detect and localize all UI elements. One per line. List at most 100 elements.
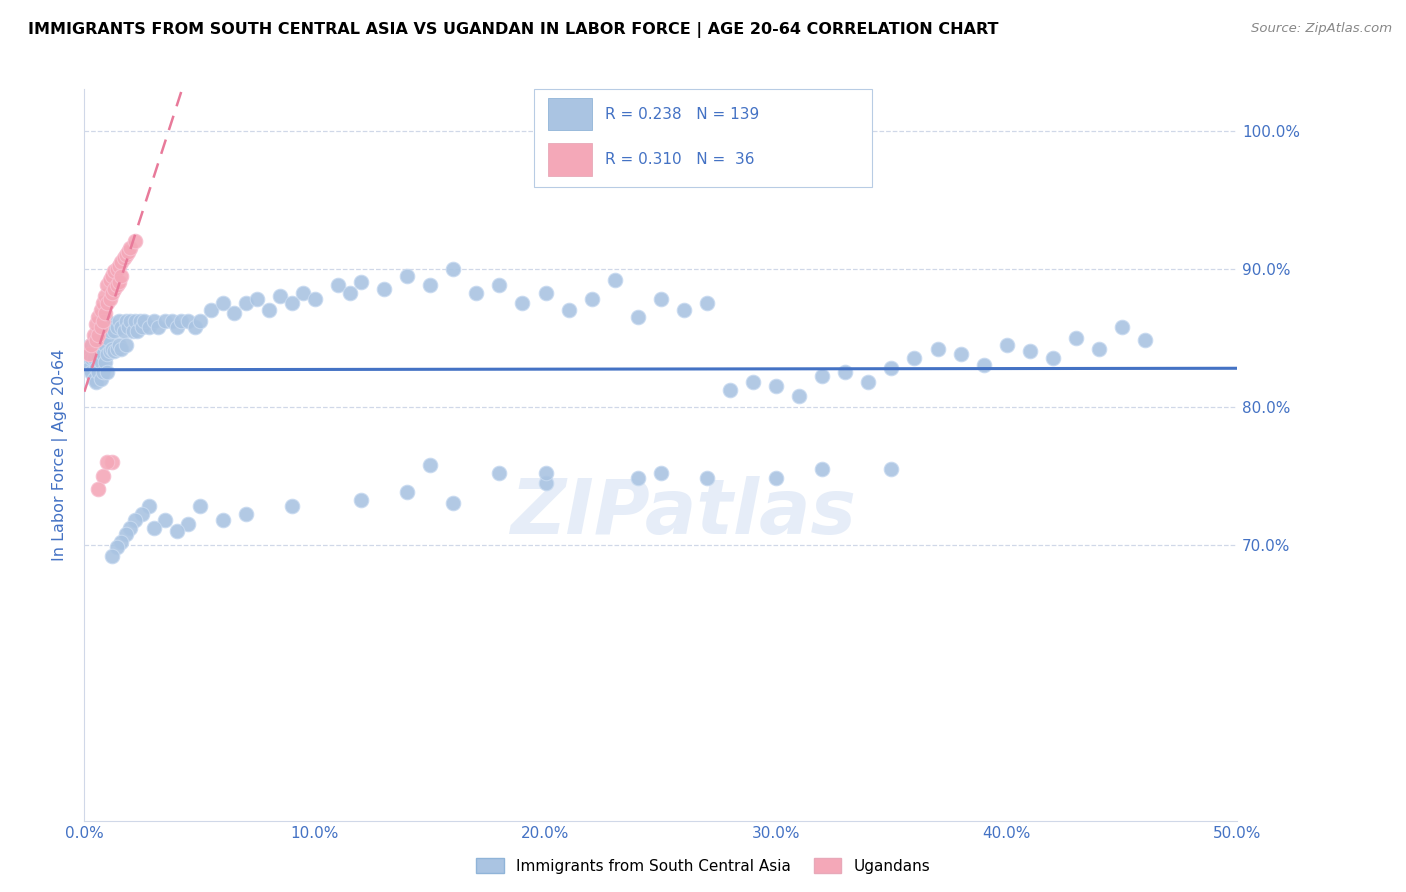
Point bbox=[91, 347, 114, 361]
Y-axis label: In Labor Force | Age 20-64: In Labor Force | Age 20-64 bbox=[52, 349, 69, 561]
Point bbox=[441, 496, 464, 510]
Point bbox=[96, 314, 118, 328]
Point bbox=[235, 296, 257, 310]
Point bbox=[246, 292, 269, 306]
Point bbox=[995, 337, 1018, 351]
Point bbox=[89, 355, 111, 369]
Point bbox=[146, 319, 169, 334]
Point bbox=[94, 355, 117, 369]
Point bbox=[84, 344, 107, 359]
Point bbox=[281, 499, 304, 513]
Point bbox=[339, 286, 361, 301]
Point bbox=[89, 342, 111, 356]
Point bbox=[94, 337, 117, 351]
Point bbox=[224, 306, 246, 320]
Point bbox=[188, 499, 211, 513]
Point bbox=[811, 369, 834, 384]
Point bbox=[235, 508, 257, 522]
Point bbox=[115, 314, 138, 328]
Point bbox=[949, 347, 972, 361]
Legend: Immigrants from South Central Asia, Ugandans: Immigrants from South Central Asia, Ugan… bbox=[470, 852, 936, 880]
Point bbox=[742, 375, 765, 389]
FancyBboxPatch shape bbox=[534, 89, 872, 187]
Point bbox=[326, 278, 349, 293]
Point bbox=[292, 286, 315, 301]
Point bbox=[170, 314, 193, 328]
Point bbox=[177, 314, 200, 328]
Point bbox=[98, 324, 121, 338]
Point bbox=[87, 351, 110, 366]
Point bbox=[211, 513, 233, 527]
Point bbox=[101, 319, 124, 334]
Point bbox=[120, 521, 142, 535]
Point bbox=[105, 541, 128, 555]
Point bbox=[1111, 319, 1133, 334]
Point bbox=[373, 282, 395, 296]
Point bbox=[105, 342, 128, 356]
Point bbox=[166, 524, 188, 538]
Point bbox=[166, 319, 188, 334]
Point bbox=[112, 251, 135, 265]
Point bbox=[512, 296, 534, 310]
Point bbox=[128, 314, 150, 328]
Point bbox=[77, 344, 100, 359]
Point bbox=[880, 461, 903, 475]
Point bbox=[534, 475, 557, 490]
Point bbox=[103, 264, 125, 278]
Point bbox=[120, 241, 142, 255]
Point bbox=[117, 319, 139, 334]
Point bbox=[903, 351, 925, 366]
Point bbox=[488, 466, 510, 480]
Point bbox=[142, 521, 165, 535]
Point bbox=[91, 314, 114, 328]
Point bbox=[101, 342, 124, 356]
Point bbox=[87, 327, 110, 342]
Point bbox=[103, 344, 125, 359]
Point bbox=[811, 461, 834, 475]
Point bbox=[627, 471, 650, 485]
Point bbox=[419, 458, 441, 472]
Point bbox=[94, 319, 117, 334]
Point bbox=[177, 516, 200, 531]
Point bbox=[110, 254, 132, 268]
Point bbox=[87, 334, 110, 348]
Point bbox=[534, 466, 557, 480]
Point bbox=[117, 245, 139, 260]
Point bbox=[101, 549, 124, 563]
Point bbox=[94, 289, 117, 303]
Point bbox=[84, 334, 107, 348]
Point bbox=[96, 365, 118, 379]
Point bbox=[89, 372, 111, 386]
Point bbox=[101, 455, 124, 469]
Point bbox=[96, 330, 118, 344]
Point bbox=[91, 468, 114, 483]
Point bbox=[396, 485, 419, 500]
Point bbox=[581, 292, 603, 306]
Point bbox=[108, 276, 131, 290]
Point bbox=[134, 314, 156, 328]
Point bbox=[108, 337, 131, 351]
Point bbox=[105, 278, 128, 293]
Point bbox=[96, 296, 118, 310]
Point bbox=[87, 365, 110, 379]
Point bbox=[105, 261, 128, 276]
Point bbox=[534, 286, 557, 301]
Point bbox=[1133, 334, 1156, 348]
FancyBboxPatch shape bbox=[548, 143, 592, 176]
Point bbox=[110, 268, 132, 283]
Point bbox=[281, 296, 304, 310]
Point bbox=[101, 286, 124, 301]
Point bbox=[80, 337, 103, 351]
Point bbox=[77, 361, 100, 376]
Point bbox=[650, 292, 672, 306]
Point bbox=[112, 324, 135, 338]
Point bbox=[131, 319, 153, 334]
Point bbox=[120, 314, 142, 328]
Point bbox=[153, 314, 176, 328]
Point bbox=[96, 347, 118, 361]
Point bbox=[96, 455, 118, 469]
Point bbox=[603, 273, 626, 287]
Point bbox=[84, 361, 107, 376]
Point bbox=[98, 273, 121, 287]
Point bbox=[124, 314, 146, 328]
